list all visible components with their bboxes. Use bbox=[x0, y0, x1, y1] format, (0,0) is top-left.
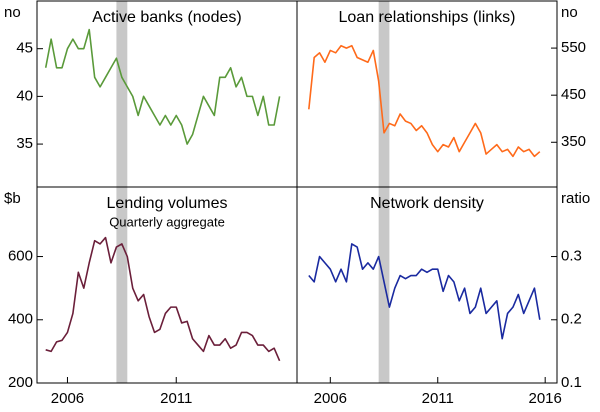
y-tick-label: 35 bbox=[16, 135, 33, 152]
panel-subtitle: Quarterly aggregate bbox=[109, 214, 225, 229]
y-tick-label: 45 bbox=[16, 40, 33, 57]
x-tick-label: 2011 bbox=[160, 390, 192, 407]
shaded-period bbox=[116, 187, 128, 383]
data-line bbox=[44, 28, 281, 145]
x-tick-label: 2006 bbox=[314, 390, 347, 407]
x-tick-label: 2016 bbox=[528, 390, 561, 407]
y-tick-label: 0.2 bbox=[561, 311, 582, 328]
y-tick-label: 400 bbox=[8, 311, 33, 328]
y-tick-label: 200 bbox=[8, 374, 33, 391]
y-tick-label: 40 bbox=[16, 87, 33, 104]
x-tick-label: 2006 bbox=[51, 390, 84, 407]
panel-title: Lending volumes bbox=[107, 195, 228, 212]
panel-title: Network density bbox=[370, 195, 484, 212]
data-line bbox=[308, 44, 541, 158]
y-tick-label: 0.3 bbox=[561, 248, 582, 265]
y-axis-unit: no bbox=[561, 4, 578, 21]
shaded-period bbox=[116, 1, 128, 187]
shaded-period bbox=[378, 1, 390, 187]
x-tick-label: 2011 bbox=[422, 390, 454, 407]
data-line bbox=[308, 243, 541, 340]
y-axis-unit: no bbox=[4, 4, 21, 21]
y-tick-label: 600 bbox=[8, 248, 33, 265]
y-tick-label: 0.1 bbox=[561, 374, 582, 391]
panel-title: Loan relationships (links) bbox=[339, 9, 516, 26]
y-axis-unit: ratio bbox=[561, 190, 590, 207]
data-line bbox=[45, 236, 281, 362]
y-axis-unit: $b bbox=[4, 190, 21, 207]
y-tick-label: 350 bbox=[561, 133, 586, 150]
y-tick-label: 550 bbox=[561, 39, 586, 56]
panel-title: Active banks (nodes) bbox=[92, 9, 241, 26]
y-tick-label: 450 bbox=[561, 86, 586, 103]
